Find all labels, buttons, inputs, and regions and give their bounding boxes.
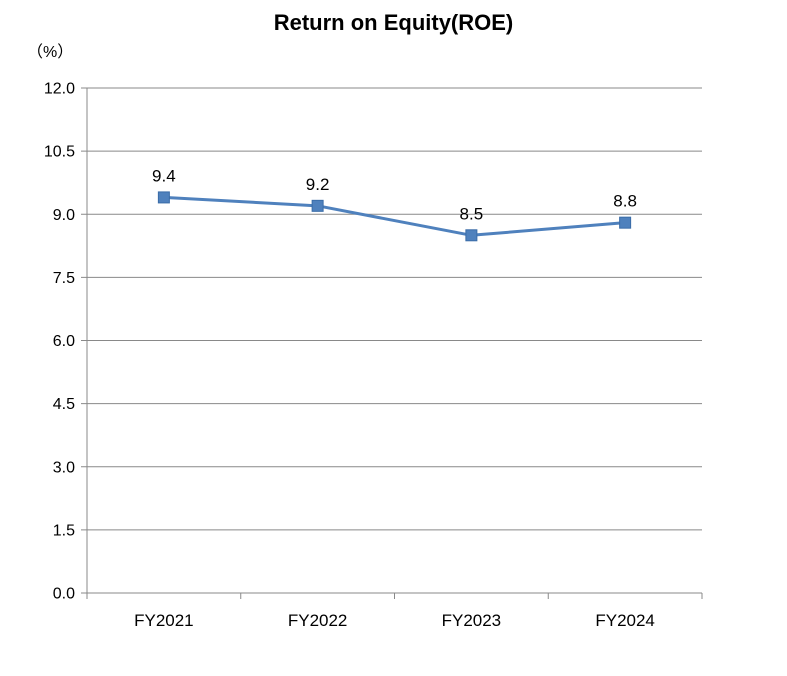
y-tick-label: 0.0 (53, 586, 75, 603)
data-label: 8.8 (613, 192, 637, 211)
y-tick-label: 10.5 (44, 144, 75, 161)
x-category-label: FY2024 (595, 611, 655, 630)
data-point-marker (157, 191, 170, 204)
y-tick-label: 12.0 (44, 81, 75, 98)
y-tick-label: 4.5 (53, 396, 75, 413)
y-tick-label: 6.0 (53, 333, 75, 350)
data-point-marker (619, 216, 632, 229)
y-tick-label: 1.5 (53, 522, 75, 539)
y-tick-label: 7.5 (53, 270, 75, 287)
y-tick-label: 9.0 (53, 207, 75, 224)
data-label: 9.2 (306, 175, 330, 194)
y-tick-label: 3.0 (53, 459, 75, 476)
data-point-marker (311, 199, 324, 212)
y-axis-unit-label: （%） (27, 44, 74, 61)
x-category-label: FY2023 (442, 611, 502, 630)
x-category-label: FY2022 (288, 611, 348, 630)
chart-title: Return on Equity(ROE) (273, 10, 514, 35)
line-series (162, 195, 627, 237)
data-point-marker (465, 229, 478, 242)
x-category-label: FY2021 (134, 611, 194, 630)
data-label: 9.4 (152, 166, 176, 185)
data-label: 8.5 (460, 204, 484, 223)
